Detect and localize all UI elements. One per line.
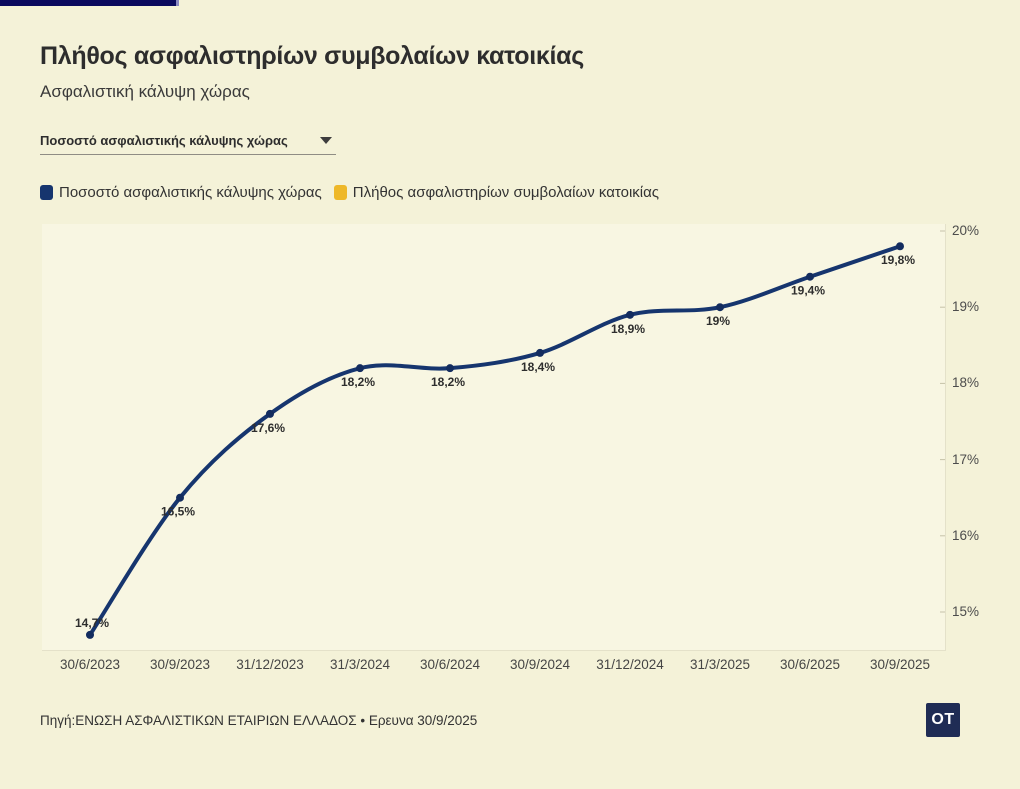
data-point[interactable] [716, 303, 724, 312]
x-axis-label: 31/3/2024 [329, 657, 391, 672]
x-axis-label: 31/12/2023 [236, 657, 304, 672]
y-axis-label: 18% [952, 375, 980, 391]
data-point-label: 14,7% [75, 616, 109, 630]
y-axis-label: 15% [952, 604, 980, 619]
series-select-dropdown[interactable]: Ποσοστό ασφαλιστικής κάλυψης χώρας [40, 127, 336, 155]
data-point-label: 18,2% [341, 375, 375, 389]
data-point[interactable] [806, 272, 814, 281]
legend-swatch-icon [333, 185, 347, 200]
y-axis-label: 19% [952, 299, 980, 315]
x-axis-label: 30/6/2023 [59, 657, 121, 672]
data-point[interactable] [626, 310, 634, 319]
source-note: Πηγή:ΕΝΩΣΗ ΑΣΦΑΛΙΣΤΙΚΩΝ ΕΤΑΙΡΙΩΝ ΕΛΛΑΔΟΣ… [40, 713, 478, 728]
data-point-label: 18,2% [431, 375, 465, 389]
x-axis-label: 30/9/2025 [869, 657, 931, 672]
ot-logo: OT [926, 703, 960, 737]
brand-top-bar [0, 0, 176, 6]
data-point-label: 19,4% [791, 284, 825, 298]
y-axis-label: 16% [952, 527, 980, 543]
series-select-value: Ποσοστό ασφαλιστικής κάλυψης χώρας [40, 133, 288, 148]
legend-item-1[interactable]: Πλήθος ασφαλιστηρίων συμβολαίων κατοικία… [333, 184, 660, 201]
data-point[interactable] [536, 348, 544, 357]
x-axis-label: 30/6/2025 [779, 657, 841, 672]
chevron-down-icon [320, 137, 332, 144]
data-point-label: 18,4% [521, 360, 555, 374]
legend-label: Πλήθος ασφαλιστηρίων συμβολαίων κατοικία… [352, 184, 660, 201]
page-subtitle: Ασφαλιστική κάλυψη χώρας [40, 82, 250, 101]
x-axis-label: 31/3/2025 [689, 657, 751, 672]
y-axis-label: 20% [952, 223, 980, 238]
data-point-label: 16,5% [161, 505, 195, 519]
x-axis-label: 30/9/2024 [509, 657, 571, 672]
data-point-label: 19% [706, 314, 730, 328]
data-point[interactable] [266, 409, 274, 418]
data-point[interactable] [356, 364, 364, 373]
chart-legend: Ποσοστό ασφαλιστικής κάλυψης χώρας Πλήθος… [40, 184, 659, 201]
chart-plot-area: 14,7% 16,5% 17,6% 18,2% 18,2% 18,4% 18,9% 19% 19… [42, 224, 946, 651]
x-axis-label: 31/12/2024 [596, 657, 664, 672]
brand-top-bar-tip [176, 0, 179, 6]
legend-swatch-icon [40, 185, 53, 200]
line-chart: 14,7% 16,5% 17,6% 18,2% 18,2% 18,4% 18,9% 19% 19… [75, 230, 945, 639]
data-point-label: 17,6% [251, 421, 285, 435]
data-point[interactable] [86, 630, 94, 639]
x-axis-label: 30/6/2024 [419, 657, 481, 672]
y-axis-label: 17% [952, 451, 980, 467]
data-point[interactable] [896, 242, 904, 251]
legend-label: Ποσοστό ασφαλιστικής κάλυψης χώρας [59, 184, 322, 201]
line-series [88, 244, 902, 637]
data-point[interactable] [176, 493, 184, 502]
data-point[interactable] [446, 364, 454, 373]
legend-item-0[interactable]: Ποσοστό ασφαλιστικής κάλυψης χώρας [40, 184, 322, 201]
x-axis-label: 30/9/2023 [149, 657, 211, 672]
data-point-label: 18,9% [611, 322, 645, 336]
page-title: Πλήθος ασφαλιστηρίων συμβολαίων κατοικία… [40, 42, 584, 70]
data-point-label: 19,8% [881, 253, 915, 267]
